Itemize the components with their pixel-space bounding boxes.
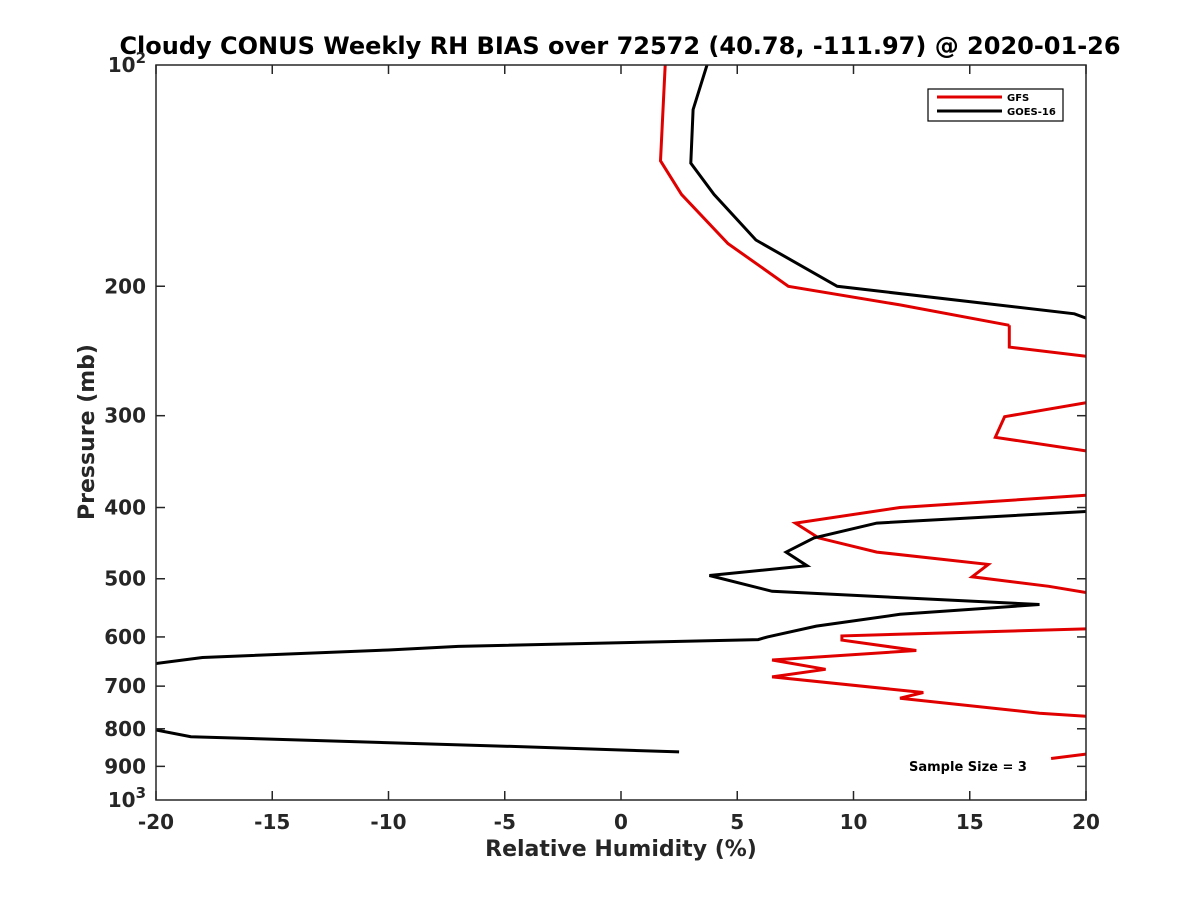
y-axis-ticks: 200 300 400 500 600 700 800 900 102 103 — [104, 49, 1086, 812]
y-tick-label: 700 — [104, 674, 146, 698]
legend-box — [927, 88, 1064, 122]
x-tick-label: -5 — [494, 810, 516, 834]
x-tick-label: 0 — [614, 810, 628, 834]
gfs-series-line-3 — [993, 401, 1086, 453]
x-tick-label: 10 — [840, 810, 868, 834]
y-tick-label: 800 — [104, 717, 146, 741]
y-tick-label-bottom: 103 — [108, 784, 146, 812]
gfs-series-line-5 — [771, 627, 1086, 718]
series-layer — [156, 65, 1086, 760]
x-axis-label: Relative Humidity (%) — [485, 837, 757, 862]
x-tick-label: 5 — [730, 810, 744, 834]
y-tick-label: 500 — [104, 567, 146, 591]
x-axis-ticks: -20 -15 -10 -5 0 5 10 15 20 — [138, 65, 1100, 834]
goes-16-series-line-3 — [156, 728, 680, 754]
y-tick-label: 900 — [104, 754, 146, 778]
goes-16-series-line-2 — [156, 510, 1086, 665]
x-tick-label: 20 — [1072, 810, 1100, 834]
gfs-series-line-4 — [791, 493, 1086, 594]
chart-title: Cloudy CONUS Weekly RH BIAS over 72572 (… — [119, 32, 1120, 60]
legend-label-gfs: GFS — [1007, 93, 1029, 104]
gfs-series-line-1 — [658, 65, 1010, 327]
y-tick-label: 600 — [104, 625, 146, 649]
legend-label-goes-16: GOES-16 — [1007, 107, 1056, 118]
x-tick-label: -20 — [138, 810, 174, 834]
sample-size-annotation: Sample Size = 3 — [909, 760, 1027, 775]
gfs-series-line-2 — [1007, 325, 1086, 358]
gfs-series-line-6 — [1050, 752, 1086, 760]
y-tick-label: 300 — [104, 404, 146, 428]
y-axis-label: Pressure (mb) — [75, 344, 100, 520]
x-tick-label: -15 — [254, 810, 290, 834]
legend: GFS GOES-16 — [927, 88, 1064, 122]
x-tick-label: 15 — [956, 810, 984, 834]
plot-frame — [155, 64, 1087, 801]
y-tick-label-top: 102 — [108, 49, 146, 77]
x-tick-label: -10 — [370, 810, 406, 834]
goes-16-series-line-1 — [689, 65, 1086, 320]
y-tick-label: 400 — [104, 496, 146, 520]
y-tick-label: 200 — [104, 274, 146, 298]
